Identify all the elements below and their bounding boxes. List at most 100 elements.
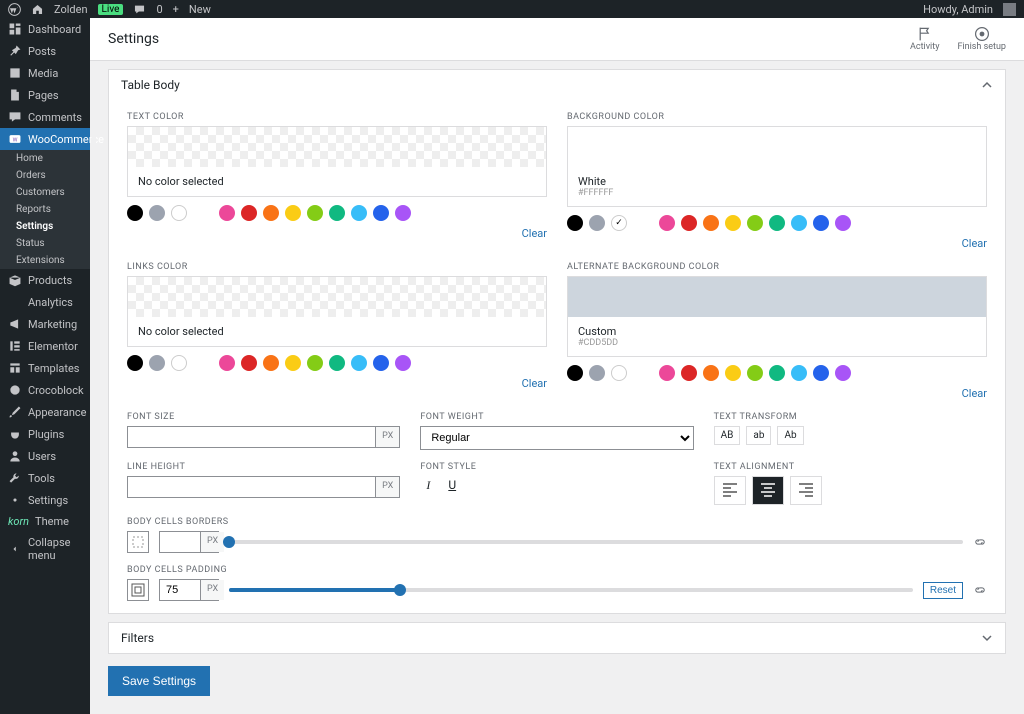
color-swatch[interactable] [263,355,279,371]
sidebar-item-posts[interactable]: Posts [0,40,90,62]
color-swatch[interactable] [659,215,675,231]
color-swatch[interactable] [703,365,719,381]
color-swatch[interactable] [813,365,829,381]
align-left[interactable] [714,476,746,505]
color-swatch[interactable] [127,355,143,371]
link-icon[interactable] [973,535,987,549]
sidebar-item-dashboard[interactable]: Dashboard [0,18,90,40]
color-swatch[interactable] [611,215,627,231]
color-swatch[interactable] [791,215,807,231]
color-swatch[interactable] [149,205,165,221]
sidebar-item-analytics[interactable]: Analytics [0,291,90,313]
sidebar-item-woocommerce[interactable]: WWooCommerce [0,128,90,150]
color-swatch[interactable] [681,365,697,381]
links-color-picker[interactable]: No color selected [127,276,547,347]
color-swatch[interactable] [307,205,323,221]
color-swatch[interactable] [813,215,829,231]
padding-slider[interactable] [229,588,913,592]
color-swatch[interactable] [769,365,785,381]
sidebar-sub-settings[interactable]: Settings [0,218,90,235]
sidebar-sub-extensions[interactable]: Extensions [0,252,90,269]
color-swatch[interactable] [747,365,763,381]
alt-bg-picker[interactable]: Custom #CDD5DD [567,276,987,357]
align-right[interactable] [790,476,822,505]
sidebar-sub-customers[interactable]: Customers [0,184,90,201]
color-swatch[interactable] [373,205,389,221]
borders-slider[interactable] [229,540,963,544]
color-swatch[interactable] [659,365,675,381]
sidebar-item-collapse-menu[interactable]: Collapse menu [0,532,90,566]
section-header[interactable]: Table Body [109,70,1005,100]
borders-input[interactable]: PX [159,531,219,553]
transform-lower[interactable]: ab [746,426,771,445]
color-swatch[interactable] [769,215,785,231]
color-swatch[interactable] [791,365,807,381]
color-swatch[interactable] [219,355,235,371]
sidebar-item-pages[interactable]: Pages [0,84,90,106]
color-swatch[interactable] [351,205,367,221]
sidebar-item-tools[interactable]: Tools [0,467,90,489]
new-label[interactable]: New [189,3,211,16]
color-swatch[interactable] [395,205,411,221]
color-swatch[interactable] [567,365,583,381]
color-swatch[interactable] [307,355,323,371]
color-swatch[interactable] [747,215,763,231]
sidebar-item-products[interactable]: Products [0,269,90,291]
wordpress-icon[interactable] [8,3,21,16]
filters-header[interactable]: Filters [109,623,1005,653]
sidebar-item-users[interactable]: Users [0,445,90,467]
sidebar-item-media[interactable]: Media [0,62,90,84]
clear-links-color[interactable]: Clear [127,377,547,390]
sidebar-item-appearance[interactable]: Appearance [0,401,90,423]
avatar-icon[interactable] [1003,3,1016,16]
sidebar-item-theme[interactable]: kornTheme [0,511,90,532]
clear-bg-color[interactable]: Clear [567,237,987,250]
font-weight-select[interactable]: Regular [420,426,693,450]
transform-upper[interactable]: AB [714,426,741,445]
color-swatch[interactable] [127,205,143,221]
clear-text-color[interactable]: Clear [127,227,547,240]
bg-color-picker[interactable]: White #FFFFFF [567,126,987,207]
color-swatch[interactable] [395,355,411,371]
color-swatch[interactable] [351,355,367,371]
underline-toggle[interactable]: U [442,476,462,495]
padding-input[interactable]: PX [159,579,219,601]
color-swatch[interactable] [725,365,741,381]
color-swatch[interactable] [285,205,301,221]
color-swatch[interactable] [681,215,697,231]
color-swatch[interactable] [149,355,165,371]
sidebar-item-plugins[interactable]: Plugins [0,423,90,445]
clear-alt-bg[interactable]: Clear [567,387,987,400]
color-swatch[interactable] [611,365,627,381]
color-swatch[interactable] [835,215,851,231]
color-swatch[interactable] [589,215,605,231]
sidebar-sub-status[interactable]: Status [0,235,90,252]
color-swatch[interactable] [285,355,301,371]
sidebar-item-settings[interactable]: Settings [0,489,90,511]
site-name[interactable]: Zolden [54,3,88,16]
sidebar-item-crocoblock[interactable]: Crocoblock [0,379,90,401]
color-swatch[interactable] [835,365,851,381]
reset-padding[interactable]: Reset [923,582,963,599]
sidebar-item-comments[interactable]: Comments [0,106,90,128]
color-swatch[interactable] [703,215,719,231]
transform-cap[interactable]: Ab [777,426,803,445]
sidebar-sub-home[interactable]: Home [0,150,90,167]
finish-setup-action[interactable]: Finish setup [957,26,1006,52]
activity-action[interactable]: Activity [910,26,939,52]
color-swatch[interactable] [373,355,389,371]
sidebar-item-templates[interactable]: Templates [0,357,90,379]
font-size-input[interactable]: PX [127,426,400,448]
new-plus[interactable]: + [173,3,179,16]
color-swatch[interactable] [171,205,187,221]
color-swatch[interactable] [263,205,279,221]
color-swatch[interactable] [171,355,187,371]
color-swatch[interactable] [329,205,345,221]
text-color-picker[interactable]: No color selected [127,126,547,197]
home-icon[interactable] [31,3,44,16]
sidebar-sub-reports[interactable]: Reports [0,201,90,218]
color-swatch[interactable] [589,365,605,381]
sidebar-sub-orders[interactable]: Orders [0,167,90,184]
color-swatch[interactable] [725,215,741,231]
borders-icon[interactable] [127,531,149,553]
